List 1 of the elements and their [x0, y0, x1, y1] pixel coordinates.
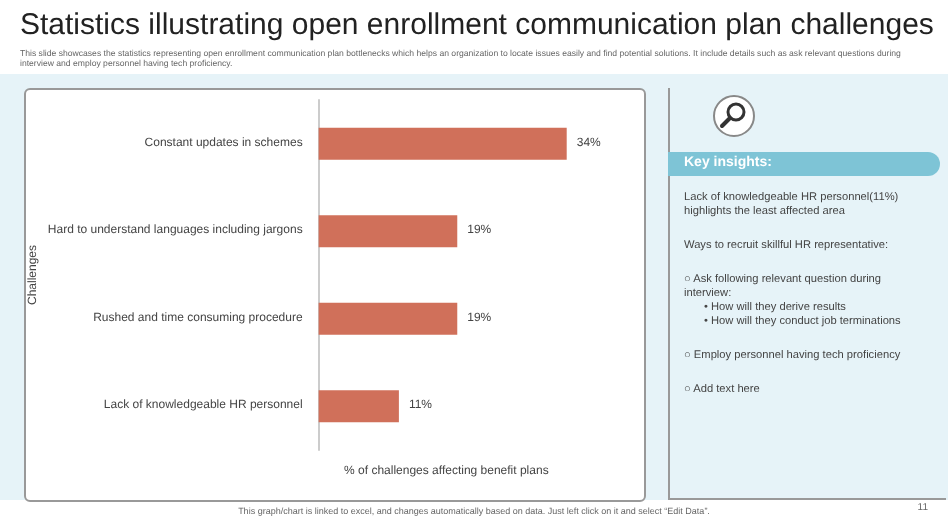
chart-title: Statistics illustrating open enrollment communication plan challenges	[20, 8, 934, 42]
